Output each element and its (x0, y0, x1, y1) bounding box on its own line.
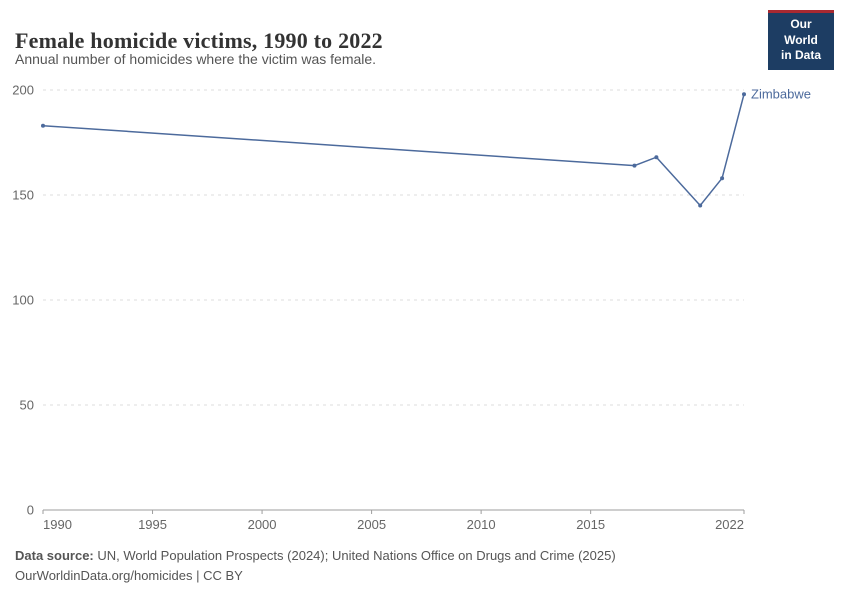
data-source-text: UN, World Population Prospects (2024); U… (93, 548, 616, 563)
data-point[interactable] (654, 155, 659, 160)
data-point[interactable] (698, 203, 703, 208)
x-tick-label: 2005 (357, 517, 386, 532)
line-zimbabwe[interactable] (42, 94, 745, 207)
y-tick-label: 50 (20, 398, 34, 413)
owid-logo[interactable]: Our World in Data (768, 10, 834, 70)
owid-logo-line2: in Data (780, 48, 821, 63)
x-tick-label: 1995 (138, 517, 167, 532)
footer-link-line[interactable]: OurWorldinData.org/homicides | CC BY (15, 568, 243, 583)
x-tick-label: 2000 (248, 517, 277, 532)
x-tick-label: 1990 (43, 517, 72, 532)
chart-title: Female homicide victims, 1990 to 2022 (15, 27, 383, 53)
owid-logo-line1: Our World (784, 17, 818, 47)
x-tick-label: 2022 (715, 517, 744, 532)
data-point[interactable] (742, 92, 746, 97)
chart-subtitle: Annual number of homicides where the vic… (15, 51, 377, 67)
y-tick-label: 200 (12, 83, 34, 98)
data-source-line: Data source: UN, World Population Prospe… (15, 546, 616, 566)
x-tick-label: 2015 (576, 517, 605, 532)
data-point[interactable] (632, 163, 637, 168)
data-point[interactable] (41, 123, 45, 128)
y-tick-label: 150 (12, 188, 34, 203)
data-source-label: Data source: (15, 548, 94, 563)
y-tick-label: 100 (12, 293, 34, 308)
data-point[interactable] (720, 176, 725, 181)
series-label-zimbabwe[interactable]: Zimbabwe (751, 87, 811, 102)
y-tick-label: 0 (27, 503, 34, 518)
chart-footer: Data source: UN, World Population Prospe… (15, 546, 616, 586)
x-tick-label: 2010 (467, 517, 496, 532)
